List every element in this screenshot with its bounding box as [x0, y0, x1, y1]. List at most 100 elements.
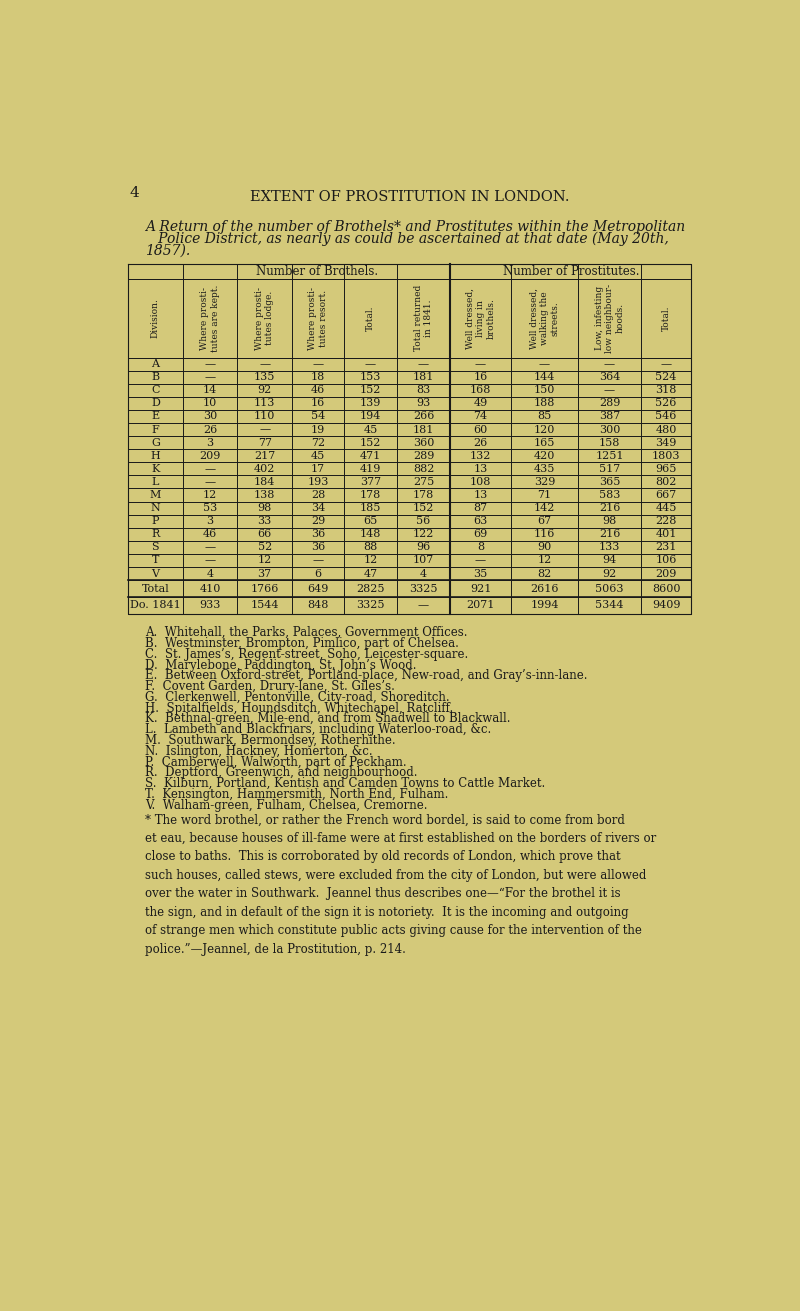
Text: L: L: [152, 477, 159, 486]
Text: 1544: 1544: [250, 600, 279, 611]
Text: 16: 16: [474, 372, 488, 382]
Text: 69: 69: [474, 530, 488, 539]
Text: 60: 60: [474, 425, 488, 434]
Text: 54: 54: [311, 412, 326, 421]
Text: 419: 419: [360, 464, 381, 473]
Text: 12: 12: [363, 556, 378, 565]
Text: 29: 29: [311, 517, 326, 526]
Text: —: —: [661, 359, 672, 370]
Text: —: —: [604, 359, 615, 370]
Text: 1803: 1803: [652, 451, 680, 460]
Text: 153: 153: [360, 372, 381, 382]
Text: 94: 94: [602, 556, 617, 565]
Text: 19: 19: [311, 425, 326, 434]
Text: 524: 524: [655, 372, 677, 382]
Text: 116: 116: [534, 530, 555, 539]
Text: 26: 26: [474, 438, 488, 447]
Text: 33: 33: [258, 517, 272, 526]
Text: E.  Between Oxford-street, Portland-place, New-road, and Gray’s-inn-lane.: E. Between Oxford-street, Portland-place…: [145, 670, 587, 682]
Text: 152: 152: [360, 438, 381, 447]
Text: A Return of the number of Brothels* and Prostitutes within the Metropolitan: A Return of the number of Brothels* and …: [145, 220, 685, 235]
Text: 1766: 1766: [250, 583, 279, 594]
Text: 98: 98: [258, 503, 272, 513]
Text: 165: 165: [534, 438, 555, 447]
Text: 139: 139: [360, 399, 381, 408]
Text: 3325: 3325: [410, 583, 438, 594]
Text: 289: 289: [413, 451, 434, 460]
Text: —: —: [259, 359, 270, 370]
Text: 848: 848: [307, 600, 329, 611]
Text: 47: 47: [363, 569, 378, 578]
Text: 178: 178: [360, 490, 381, 499]
Text: 933: 933: [199, 600, 221, 611]
Text: V.  Walham-green, Fulham, Chelsea, Cremorne.: V. Walham-green, Fulham, Chelsea, Cremor…: [145, 798, 427, 812]
Text: 181: 181: [413, 425, 434, 434]
Text: 74: 74: [474, 412, 487, 421]
Text: Where prosti-
tutes are kept.: Where prosti- tutes are kept.: [200, 284, 220, 351]
Text: 921: 921: [470, 583, 491, 594]
Text: 108: 108: [470, 477, 491, 486]
Text: 88: 88: [363, 543, 378, 552]
Text: * The word brothel, or rather the French word bordel, is said to come from bord
: * The word brothel, or rather the French…: [145, 813, 656, 956]
Text: 106: 106: [655, 556, 677, 565]
Text: 82: 82: [538, 569, 551, 578]
Text: 17: 17: [311, 464, 326, 473]
Text: 77: 77: [258, 438, 272, 447]
Text: 18: 18: [311, 372, 326, 382]
Text: 4: 4: [206, 569, 214, 578]
Text: —: —: [205, 556, 216, 565]
Text: 364: 364: [599, 372, 620, 382]
Text: 445: 445: [655, 503, 677, 513]
Text: 34: 34: [311, 503, 326, 513]
Text: B.  Westminster, Brompton, Pimlico, part of Chelsea.: B. Westminster, Brompton, Pimlico, part …: [145, 637, 459, 650]
Text: 217: 217: [254, 451, 275, 460]
Text: 318: 318: [655, 385, 677, 395]
Text: Well dressed,
living in
brothels.: Well dressed, living in brothels.: [466, 287, 495, 349]
Text: 546: 546: [655, 412, 677, 421]
Text: 4: 4: [420, 569, 427, 578]
Text: 4: 4: [130, 186, 139, 201]
Text: 289: 289: [599, 399, 620, 408]
Text: —: —: [539, 359, 550, 370]
Text: P.  Camberwell, Walworth, part of Peckham.: P. Camberwell, Walworth, part of Peckham…: [145, 755, 406, 768]
Text: 228: 228: [655, 517, 677, 526]
Text: S: S: [152, 543, 159, 552]
Text: D.  Marylebone, Paddington, St. John’s Wood.: D. Marylebone, Paddington, St. John’s Wo…: [145, 658, 417, 671]
Text: 90: 90: [538, 543, 551, 552]
Text: G: G: [151, 438, 160, 447]
Text: 113: 113: [254, 399, 275, 408]
Text: A: A: [151, 359, 159, 370]
Text: 63: 63: [474, 517, 488, 526]
Text: 46: 46: [311, 385, 326, 395]
Text: M: M: [150, 490, 161, 499]
Text: K: K: [151, 464, 160, 473]
Text: 401: 401: [655, 530, 677, 539]
Text: Total returned
in 1841.: Total returned in 1841.: [414, 284, 434, 351]
Text: 72: 72: [311, 438, 326, 447]
Text: 35: 35: [474, 569, 488, 578]
Text: 92: 92: [258, 385, 272, 395]
Text: Do. 1841: Do. 1841: [130, 600, 181, 611]
Text: H: H: [150, 451, 160, 460]
Text: 110: 110: [254, 412, 275, 421]
Text: C: C: [151, 385, 160, 395]
Text: 178: 178: [413, 490, 434, 499]
Text: 517: 517: [599, 464, 620, 473]
Text: 3325: 3325: [356, 600, 385, 611]
Text: 965: 965: [655, 464, 677, 473]
Text: 349: 349: [655, 438, 677, 447]
Text: 5063: 5063: [595, 583, 624, 594]
Text: 435: 435: [534, 464, 555, 473]
Text: 122: 122: [413, 530, 434, 539]
Text: 138: 138: [254, 490, 275, 499]
Text: R: R: [151, 530, 159, 539]
Text: 53: 53: [203, 503, 217, 513]
Text: —: —: [475, 359, 486, 370]
Text: C.  St. James’s, Regent-street, Soho, Leicester-square.: C. St. James’s, Regent-street, Soho, Lei…: [145, 648, 468, 661]
Text: F.  Covent Garden, Drury-lane, St. Giles’s.: F. Covent Garden, Drury-lane, St. Giles’…: [145, 680, 395, 694]
Text: 209: 209: [199, 451, 221, 460]
Text: 96: 96: [417, 543, 430, 552]
Text: —: —: [313, 556, 324, 565]
Text: —: —: [205, 359, 216, 370]
Text: G.  Clerkenwell, Pentonville, City-road, Shoreditch.: G. Clerkenwell, Pentonville, City-road, …: [145, 691, 450, 704]
